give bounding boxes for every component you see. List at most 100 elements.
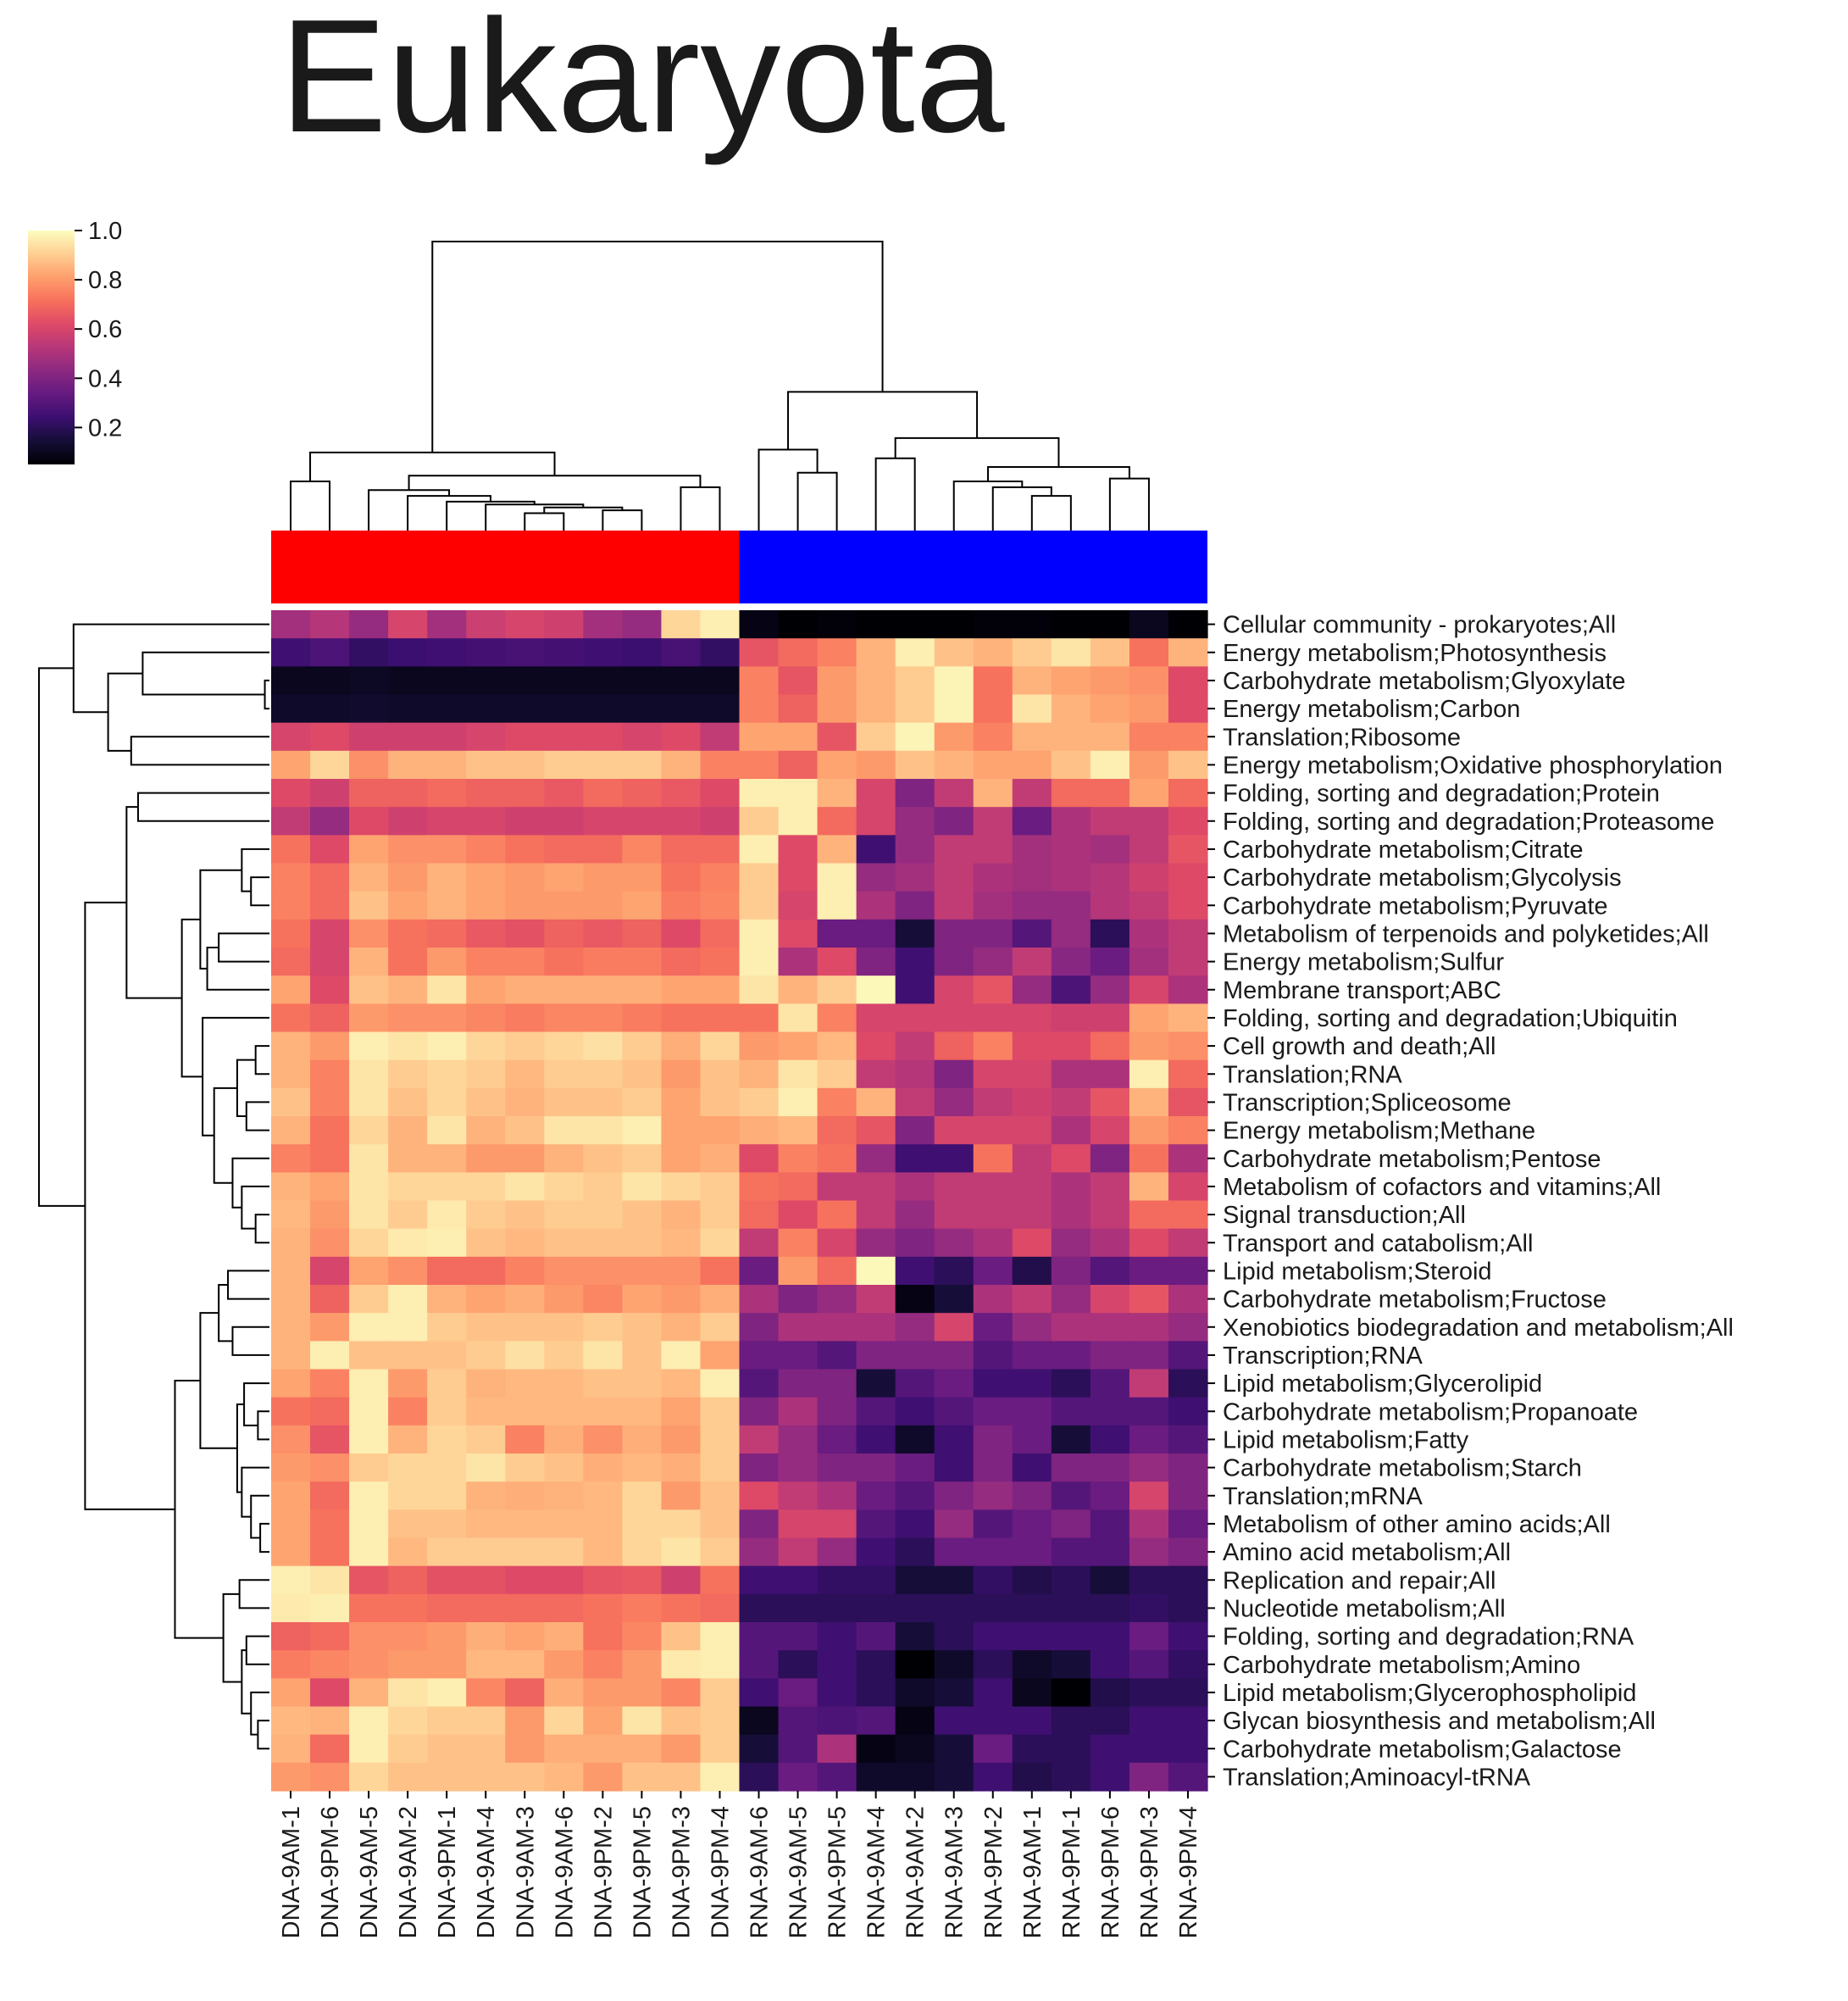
heatmap-cell: [817, 1593, 857, 1623]
heatmap-cell: [973, 1622, 1013, 1651]
row-label: Cellular community - prokaryotes;All: [1223, 612, 1616, 639]
heatmap-cell: [622, 694, 663, 724]
heatmap-cell: [700, 919, 741, 948]
heatmap-cell: [466, 1285, 506, 1314]
heatmap-cell: [1090, 1087, 1130, 1117]
heatmap-cell: [1012, 1454, 1052, 1482]
heatmap-cell: [466, 1481, 506, 1510]
heatmap-cell: [388, 1116, 428, 1145]
heatmap-cell: [856, 919, 896, 948]
heatmap-cell: [427, 1116, 467, 1145]
heatmap-cell: [856, 1481, 896, 1510]
heatmap-cell: [934, 1200, 974, 1230]
heatmap-cell: [622, 835, 663, 864]
row-dendrogram-link: [254, 1214, 269, 1244]
row-label: Transcription;RNA: [1223, 1342, 1423, 1370]
heatmap-cell: [1090, 1144, 1130, 1173]
heatmap-cell: [895, 610, 935, 639]
heatmap-cell: [700, 1341, 741, 1370]
heatmap-cell: [817, 1087, 857, 1117]
heatmap-cell: [895, 919, 935, 948]
column-label: RNA-9AM-6: [746, 1806, 774, 1938]
heatmap-cell: [1090, 722, 1130, 752]
heatmap-cell: [856, 1678, 896, 1708]
heatmap-cell: [817, 1397, 857, 1426]
heatmap-cell: [1012, 1734, 1052, 1764]
heatmap-cell: [661, 1003, 702, 1033]
heatmap-cell: [388, 1565, 428, 1595]
heatmap-cell: [310, 1397, 350, 1426]
heatmap-cell: [739, 1087, 780, 1117]
heatmap-cell: [622, 1734, 663, 1764]
heatmap-cell: [388, 1059, 428, 1089]
heatmap-cell: [856, 1622, 896, 1651]
heatmap-cell: [466, 807, 506, 836]
row-dendrogram-link: [245, 1101, 269, 1131]
heatmap-cell: [349, 1200, 389, 1230]
heatmap-cell: [271, 1397, 311, 1426]
heatmap-cell: [739, 1762, 780, 1792]
heatmap-cell: [583, 863, 623, 892]
heatmap-cell: [349, 694, 389, 724]
heatmap-cell: [778, 975, 819, 1004]
heatmap-cell: [544, 1341, 584, 1370]
heatmap-cell: [895, 863, 935, 892]
heatmap-cell: [427, 1087, 467, 1117]
heatmap-cell: [739, 1369, 780, 1398]
heatmap-cell: [622, 1622, 663, 1651]
heatmap-cell: [271, 919, 311, 948]
heatmap-cell: [505, 835, 545, 864]
heatmap-cell: [934, 1059, 974, 1089]
heatmap-cell: [1129, 1509, 1169, 1539]
heatmap-cell: [505, 1059, 545, 1089]
heatmap-cell: [1012, 863, 1052, 892]
heatmap-cell: [310, 1144, 350, 1173]
heatmap-cell: [388, 750, 428, 780]
heatmap-cell: [817, 1228, 857, 1258]
heatmap-cell: [271, 1481, 311, 1510]
heatmap-cell: [1051, 835, 1091, 864]
heatmap-cell: [1129, 807, 1169, 836]
row-dendrogram-link: [257, 1410, 269, 1441]
heatmap-cell: [1090, 948, 1130, 976]
heatmap-cell: [388, 779, 428, 808]
row-label: Translation;Aminoacyl-tRNA: [1223, 1764, 1531, 1791]
column-label: RNA-9AM-1: [1019, 1806, 1046, 1938]
heatmap-cell: [388, 610, 428, 639]
heatmap-cell: [544, 975, 584, 1004]
heatmap-cell: [583, 948, 623, 976]
heatmap-cell: [817, 1031, 857, 1061]
heatmap-cell: [544, 1622, 584, 1651]
heatmap-cell: [739, 1454, 780, 1482]
heatmap-cell: [1012, 1228, 1052, 1258]
heatmap-cell: [388, 1593, 428, 1623]
heatmap-cell: [778, 1285, 819, 1314]
heatmap-cell: [1168, 1734, 1208, 1764]
heatmap-cell: [544, 1172, 584, 1202]
heatmap-cell: [1168, 975, 1208, 1004]
heatmap-cell: [583, 694, 623, 724]
heatmap-cell: [856, 863, 896, 892]
heatmap-cell: [1090, 666, 1130, 696]
heatmap-cell: [544, 1200, 584, 1230]
heatmap-cell: [388, 919, 428, 948]
heatmap-cell: [1168, 1454, 1208, 1482]
heatmap-cell: [895, 1031, 935, 1061]
heatmap-cell: [778, 807, 819, 836]
heatmap-cell: [622, 750, 663, 780]
heatmap-cell: [271, 1369, 311, 1398]
heatmap-cell: [544, 1425, 584, 1454]
heatmap-cell: [271, 1087, 311, 1117]
heatmap-cell: [700, 1228, 741, 1258]
heatmap-cell: [778, 1537, 819, 1567]
heatmap-cell: [739, 666, 780, 696]
column-dendrogram-link: [602, 509, 643, 531]
heatmap-cell: [583, 1593, 623, 1623]
heatmap-cell: [466, 835, 506, 864]
heatmap-cell: [895, 1285, 935, 1314]
heatmap-cell: [661, 975, 702, 1004]
heatmap-cell: [778, 863, 819, 892]
heatmap-cell: [1012, 1397, 1052, 1426]
colorbar-tick-label: 1.0: [88, 218, 122, 245]
heatmap-cell: [310, 1650, 350, 1679]
